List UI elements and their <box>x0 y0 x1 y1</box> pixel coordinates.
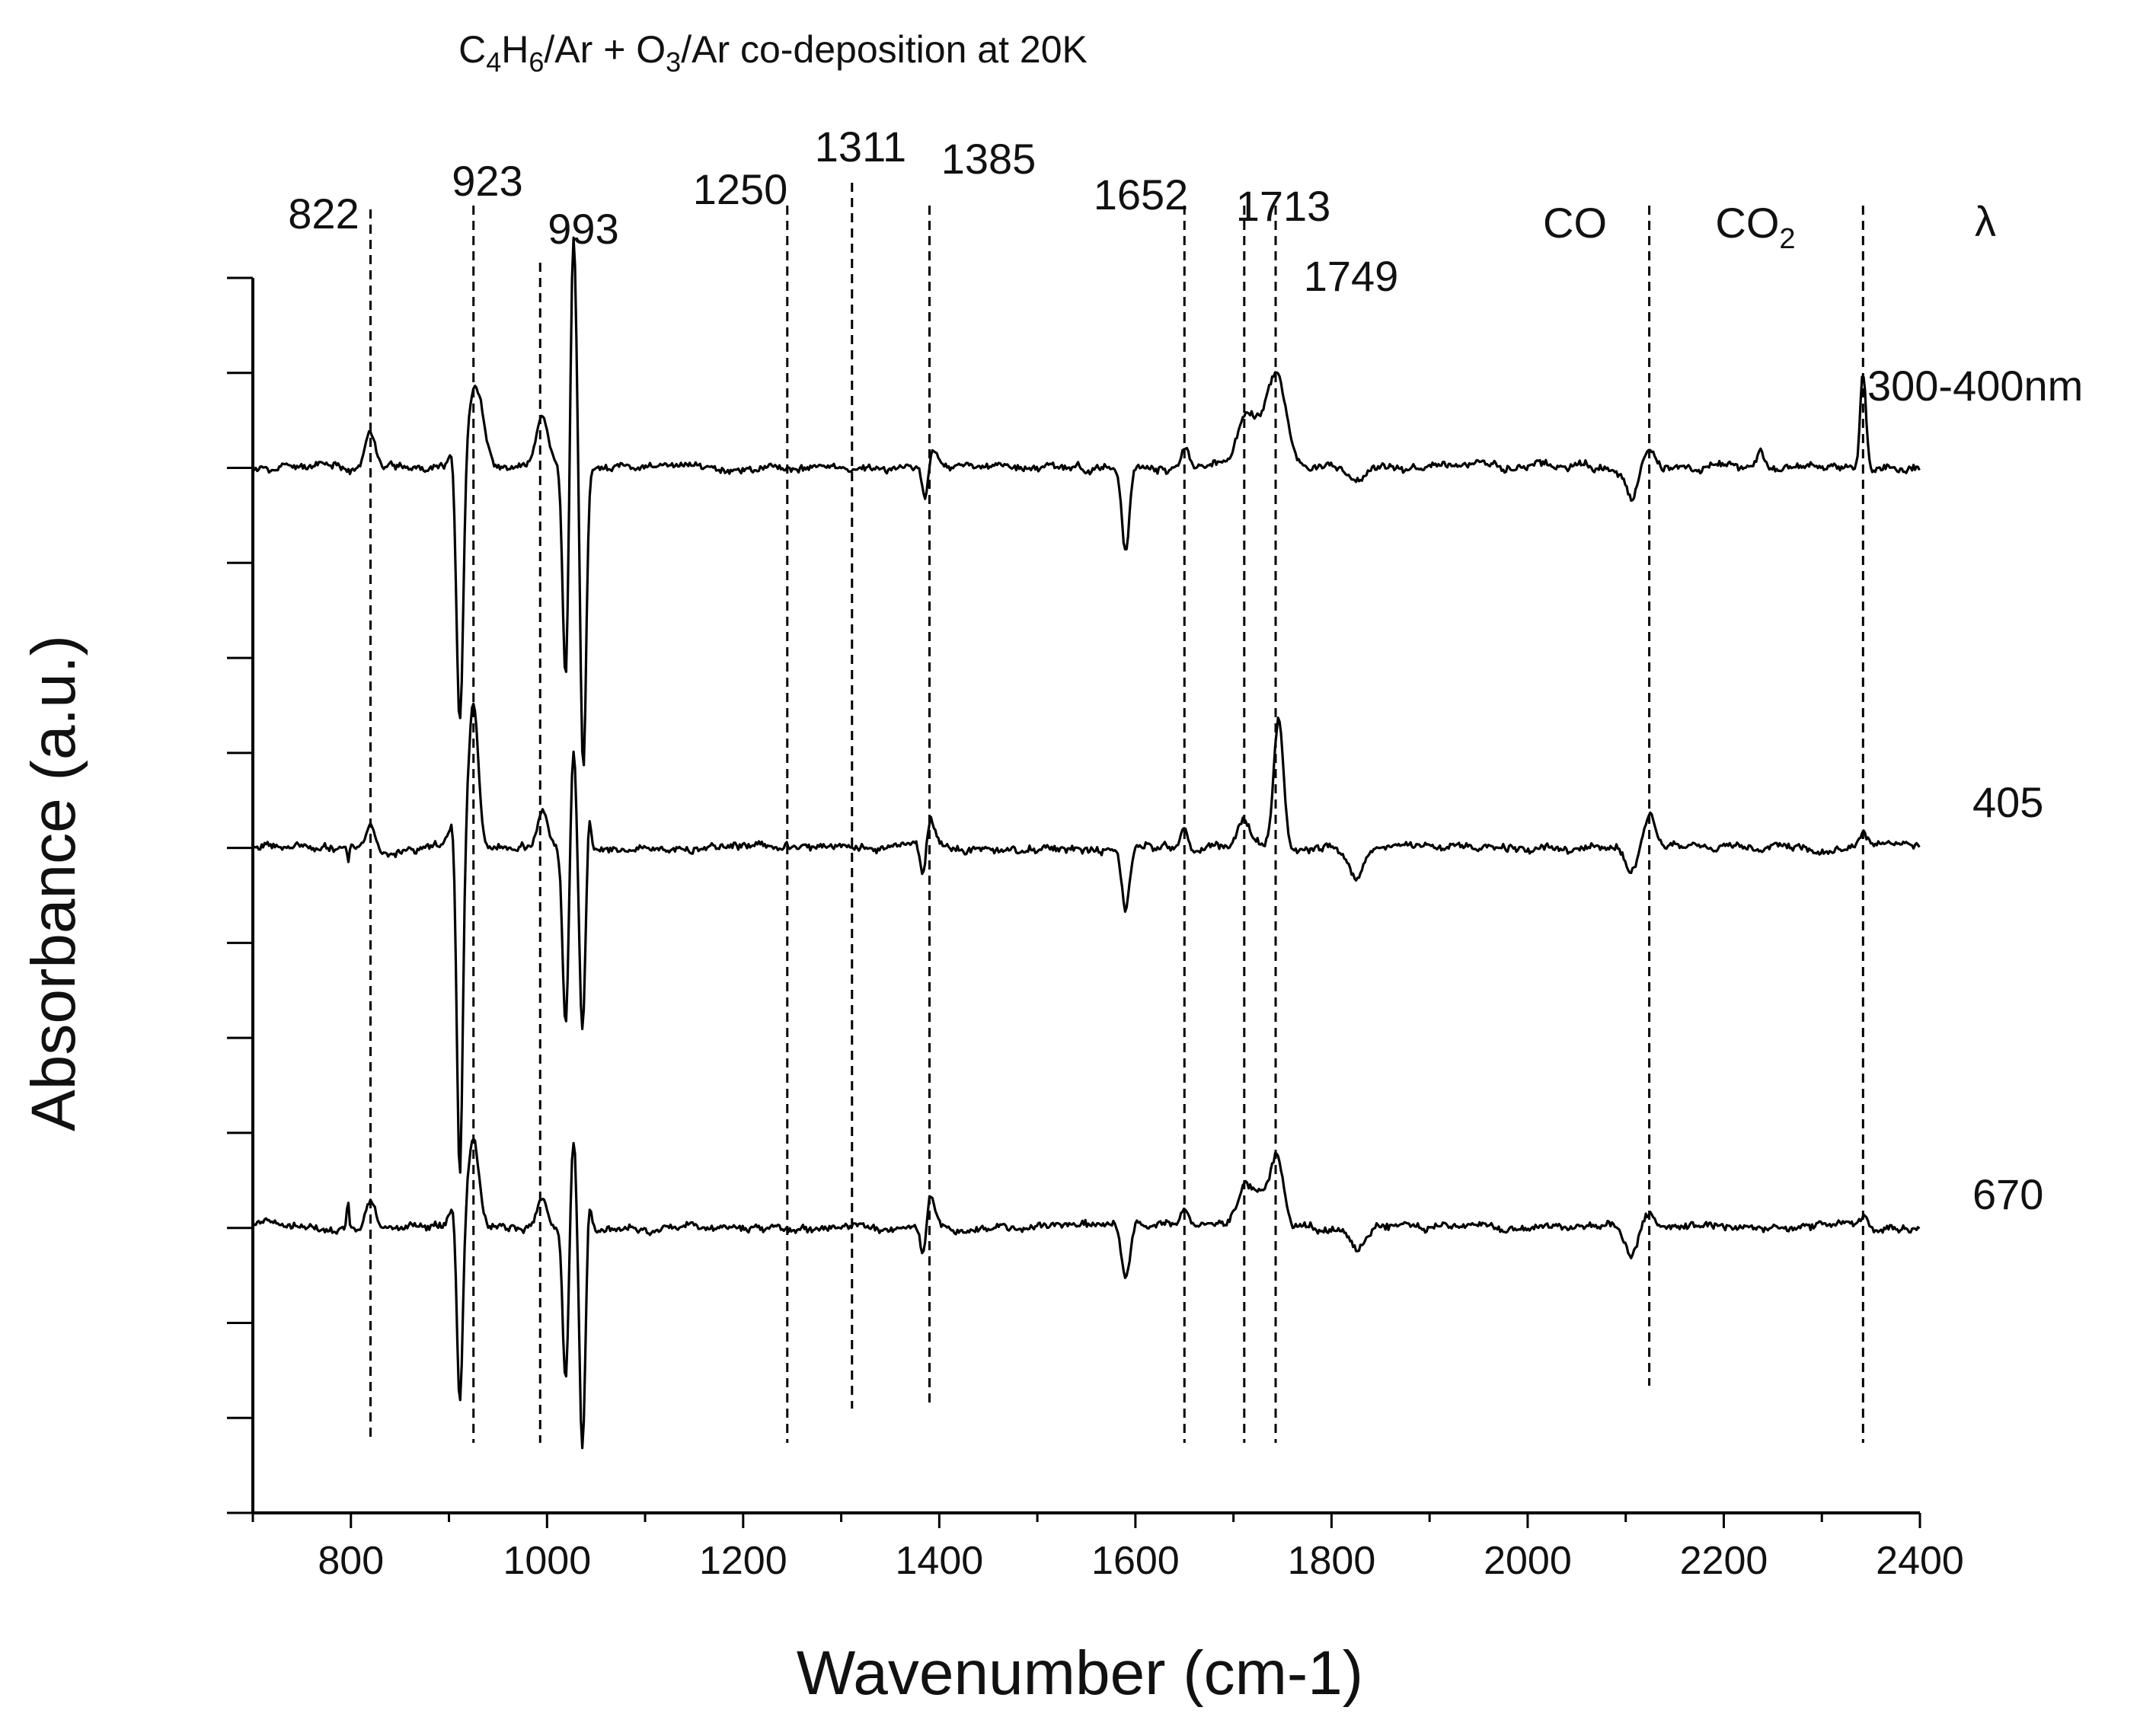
x-tick-label-800: 800 <box>318 1539 384 1583</box>
peak-labels: 822 923 993 1250 1311 1385 1652 1713 174… <box>288 123 1996 300</box>
title-part-5: 3 <box>666 46 681 78</box>
series-line-670 <box>251 1138 1921 1450</box>
co2-label-main: CO <box>1715 199 1779 247</box>
title-part-1: 4 <box>486 46 501 78</box>
reference-lines <box>369 183 1864 1443</box>
peak-label-923: 923 <box>452 157 522 205</box>
co2-label-sub: 2 <box>1779 223 1795 255</box>
series-line-300-400nm <box>251 236 1921 767</box>
x-tick-label-1600: 1600 <box>1091 1539 1180 1583</box>
y-axis-title: Absorbance (a.u.) <box>19 635 88 1131</box>
series-labels: 300-400nm 405 670 <box>1867 362 2083 1218</box>
x-tick-label-1400: 1400 <box>896 1539 984 1583</box>
peak-label-822: 822 <box>288 190 359 238</box>
title-part-4: /Ar + O <box>544 28 666 71</box>
lambda-header: λ <box>1975 197 1996 245</box>
peak-label-1385: 1385 <box>941 135 1036 183</box>
peak-label-993: 993 <box>548 205 618 253</box>
axes: 800 1000 1200 1400 1600 1800 2000 2200 2400 <box>227 276 1964 1583</box>
peak-label-co2: CO2 <box>1715 199 1795 255</box>
peak-label-co: CO <box>1543 199 1607 247</box>
series-label-405: 405 <box>1972 778 2043 826</box>
series-label-300-400nm: 300-400nm <box>1867 362 2083 410</box>
x-tick-label-1800: 1800 <box>1288 1539 1376 1583</box>
x-tick-label-1200: 1200 <box>699 1539 787 1583</box>
title-part-6: /Ar co-deposition at 20K <box>681 28 1088 71</box>
x-tick-label-2000: 2000 <box>1484 1539 1572 1583</box>
peak-label-1713: 1713 <box>1236 182 1331 230</box>
x-tick-label-2200: 2200 <box>1680 1539 1768 1583</box>
peak-label-1311: 1311 <box>815 123 906 171</box>
peak-label-1652: 1652 <box>1094 171 1189 219</box>
peak-label-1749: 1749 <box>1304 252 1399 300</box>
x-tick-label-1000: 1000 <box>503 1539 591 1583</box>
peak-label-1250: 1250 <box>693 165 788 213</box>
series-label-670: 670 <box>1972 1170 2043 1218</box>
series-line-405 <box>252 702 1921 1174</box>
title-part-0: C <box>458 28 486 71</box>
x-tick-label-2400: 2400 <box>1876 1539 1964 1583</box>
title-part-2: H <box>501 28 529 71</box>
chart-title: C4H6/Ar + O3/Ar co-deposition at 20K <box>458 28 1088 78</box>
series-group <box>251 236 1921 1450</box>
x-axis-title: Wavenumber (cm-1) <box>797 1639 1363 1708</box>
title-part-3: 6 <box>529 46 544 78</box>
